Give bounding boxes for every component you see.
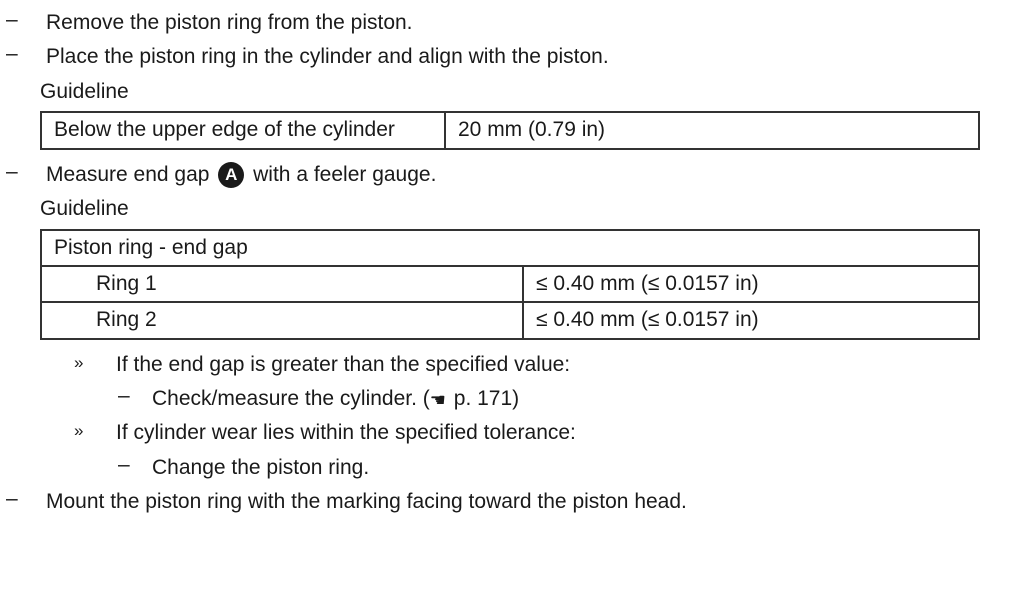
ring-1-label: Ring 1 [41,266,523,302]
condition-1-action-text: Check/measure the cylinder. (☚ p. 171) [152,384,1016,414]
guideline-1-right: 20 mm (0.79 in) [445,112,979,148]
guideline-2-table: Piston ring - end gap Ring 1 ≤ 0.40 mm (… [40,229,980,340]
page-root: – Remove the piston ring from the piston… [0,0,1016,542]
step-3-post: with a feeler gauge. [253,163,436,186]
guideline-1-table: Below the upper edge of the cylinder 20 … [40,111,980,149]
step-last-text: Mount the piston ring with the marking f… [46,487,1016,517]
table-row: Ring 2 ≤ 0.40 mm (≤ 0.0157 in) [41,302,979,338]
condition-2-action-text: Change the piston ring. [152,453,1016,483]
table-row: Ring 1 ≤ 0.40 mm (≤ 0.0157 in) [41,266,979,302]
dash-bullet: – [0,42,46,66]
dash-bullet: – [0,487,46,511]
pointer-icon: ☚ [430,387,446,413]
dash-bullet: – [112,453,152,477]
badge-a-icon: A [218,162,244,188]
action-1-post: p. 171) [448,387,519,410]
ring-2-label: Ring 2 [41,302,523,338]
condition-2-action: – Change the piston ring. [0,453,1016,483]
step-1-text: Remove the piston ring from the piston. [46,8,1016,38]
condition-1-action: – Check/measure the cylinder. (☚ p. 171) [0,384,1016,414]
ring-2-value: ≤ 0.40 mm (≤ 0.0157 in) [523,302,979,338]
condition-1-text: If the end gap is greater than the speci… [116,350,1016,380]
ring-1-value: ≤ 0.40 mm (≤ 0.0157 in) [523,266,979,302]
chevron-icon: » [74,418,116,441]
table-row: Below the upper edge of the cylinder 20 … [41,112,979,148]
guideline-1-label: Guideline [0,77,1016,107]
guideline-1-text: Guideline [40,77,1016,107]
condition-2-text: If cylinder wear lies within the specifi… [116,418,1016,448]
step-3: – Measure end gap A with a feeler gauge. [0,160,1016,190]
action-1-pre: Check/measure the cylinder. ( [152,387,430,410]
dash-bullet: – [0,8,46,32]
condition-1: » If the end gap is greater than the spe… [0,350,1016,380]
step-2: – Place the piston ring in the cylinder … [0,42,1016,72]
condition-2: » If cylinder wear lies within the speci… [0,418,1016,448]
step-3-pre: Measure end gap [46,163,209,186]
step-1: – Remove the piston ring from the piston… [0,8,1016,38]
step-3-text: Measure end gap A with a feeler gauge. [46,160,1016,190]
guideline-2-text: Guideline [40,194,1016,224]
guideline-2-label: Guideline [0,194,1016,224]
guideline-2-header: Piston ring - end gap [41,230,979,266]
step-2-text: Place the piston ring in the cylinder an… [46,42,1016,72]
guideline-1-left: Below the upper edge of the cylinder [41,112,445,148]
dash-bullet: – [0,160,46,184]
dash-bullet: – [112,384,152,408]
table-row: Piston ring - end gap [41,230,979,266]
chevron-icon: » [74,350,116,373]
step-last: – Mount the piston ring with the marking… [0,487,1016,517]
